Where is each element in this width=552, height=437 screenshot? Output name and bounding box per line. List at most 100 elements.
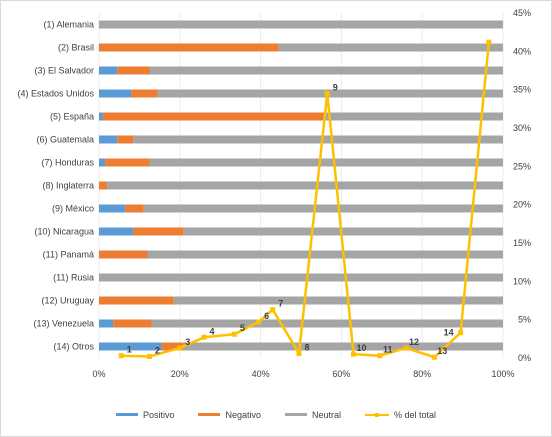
legend-item-negativo: Negativo [198, 410, 261, 420]
legend-label: Neutral [312, 409, 342, 420]
legend-label: Positivo [142, 409, 175, 420]
line-marker [431, 354, 437, 360]
point-label: 3 [185, 337, 190, 347]
y2-tick-label: 5% [518, 315, 531, 325]
chart-legend: Positivo Negativo Neutral % del total [0, 408, 552, 420]
line-marker [118, 353, 124, 359]
category-label: (6) Guatemala [36, 135, 94, 145]
legend-swatch [115, 413, 138, 416]
line-marker [201, 334, 207, 340]
point-label: 8 [304, 342, 309, 352]
bar-negativo [117, 135, 134, 144]
bar-negativo [117, 66, 150, 75]
bar-positivo [99, 204, 126, 213]
y2-tick-label: 15% [513, 238, 531, 248]
line-marker [351, 351, 357, 357]
line-marker [486, 39, 492, 45]
legend-swatch [365, 413, 390, 417]
line-marker [256, 319, 262, 325]
bar-neutral [143, 204, 503, 213]
point-label: 4 [210, 326, 215, 336]
bar-neutral [133, 135, 503, 144]
bar-negativo [113, 319, 152, 328]
bar-neutral [99, 20, 503, 29]
line-marker [458, 330, 464, 336]
category-label: (12) Uruguay [41, 296, 94, 306]
bar-neutral [325, 112, 503, 121]
line-marker [147, 353, 152, 359]
bar-positivo [99, 66, 118, 75]
x-tick-label: 40% [252, 369, 270, 379]
category-label: (5) España [50, 112, 94, 122]
legend-label: Negativo [225, 409, 261, 420]
y2-tick-label: 20% [513, 200, 531, 210]
point-label: 13 [437, 346, 447, 356]
bar-negativo [125, 204, 144, 213]
category-label: (8) Inglaterra [42, 181, 94, 191]
bar-neutral [278, 43, 503, 52]
bar-neutral [149, 66, 503, 75]
bar-negativo [99, 250, 148, 259]
point-label: 11 [383, 345, 393, 355]
y2-tick-label: 30% [513, 123, 531, 133]
bar-negativo [161, 342, 184, 351]
line-marker [296, 350, 302, 356]
x-tick-label: 80% [413, 369, 431, 379]
category-label: (1) Alemania [43, 20, 94, 30]
legend-swatch [198, 413, 221, 416]
bar-positivo [99, 342, 162, 351]
bar-neutral [99, 273, 503, 282]
legend-item-neutral: Neutral [285, 410, 341, 420]
line-marker [403, 345, 409, 351]
category-label: (10) Nicaragua [34, 227, 94, 237]
legend-item-positivo: Positivo [115, 409, 175, 420]
y2-tick-label: 0% [518, 353, 531, 363]
legend-item-line: % del total [365, 410, 436, 420]
bar-negativo [99, 296, 174, 305]
bar-neutral [151, 319, 503, 328]
point-label: 6 [264, 311, 269, 321]
line-marker [270, 307, 276, 313]
category-label: (9) México [52, 204, 94, 214]
category-label: (4) Estados Unidos [17, 89, 94, 99]
bar-positivo [99, 319, 114, 328]
point-label: 1 [127, 345, 132, 355]
line-marker [231, 331, 237, 337]
category-label: (11) Panamá [43, 250, 94, 260]
bar-neutral [149, 158, 503, 167]
chart: (1) Alemania (2) Brasil (3) El Salvador (4)… [17, 8, 531, 379]
bar-neutral [147, 250, 504, 259]
x-tick-label: 0% [92, 369, 105, 379]
bar-neutral [157, 89, 503, 98]
point-label: 7 [278, 299, 283, 309]
category-label: (7) Honduras [41, 158, 94, 168]
bar-negativo [105, 158, 150, 167]
category-label: (2) Brasil [58, 43, 94, 53]
bar-negativo [131, 89, 158, 98]
y2-tick-label: 10% [513, 276, 531, 286]
point-label: 9 [333, 83, 338, 93]
bar-neutral [183, 342, 503, 351]
x-tick-label: 60% [332, 369, 350, 379]
bar-negativo [99, 43, 279, 52]
line-marker [324, 91, 330, 96]
bar-negativo [133, 227, 184, 236]
point-label: 2 [155, 345, 160, 355]
bar-negativo [99, 181, 108, 190]
bar-neutral [183, 227, 503, 236]
category-label: (3) El Salvador [34, 66, 94, 76]
legend-label: % del total [394, 410, 437, 420]
bar-neutral [107, 181, 503, 190]
point-label: 14 [444, 328, 454, 338]
bar-positivo [99, 112, 104, 121]
category-label: (11) Rusia [53, 273, 94, 283]
line-marker [377, 353, 383, 359]
x-tick-label: 20% [171, 369, 189, 379]
point-label: 5 [240, 323, 245, 333]
bar-negativo [103, 112, 326, 121]
category-label: (14) Otros [53, 342, 94, 352]
bar-positivo [99, 89, 132, 98]
y2-tick-label: 40% [513, 46, 531, 56]
x-tick-label: 100% [491, 369, 514, 379]
